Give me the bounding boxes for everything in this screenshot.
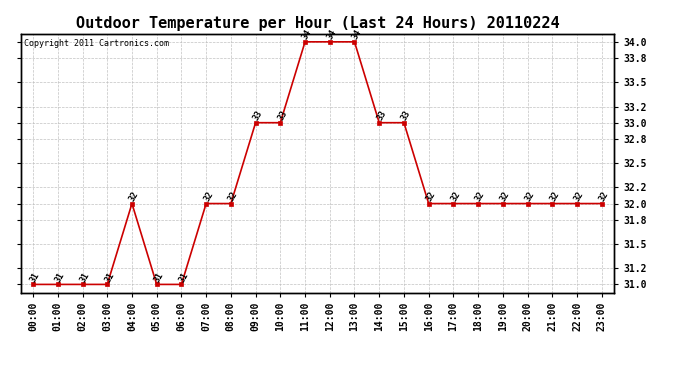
- Text: Copyright 2011 Cartronics.com: Copyright 2011 Cartronics.com: [23, 39, 168, 48]
- Text: 31: 31: [54, 270, 66, 284]
- Text: 32: 32: [424, 190, 437, 203]
- Text: 31: 31: [152, 270, 166, 284]
- Text: 32: 32: [202, 190, 215, 203]
- Title: Outdoor Temperature per Hour (Last 24 Hours) 20110224: Outdoor Temperature per Hour (Last 24 Ho…: [76, 16, 559, 31]
- Text: 32: 32: [227, 190, 239, 203]
- Text: 34: 34: [301, 28, 314, 41]
- Text: 31: 31: [103, 270, 116, 284]
- Text: 32: 32: [524, 190, 536, 203]
- Text: 32: 32: [548, 190, 561, 203]
- Text: 31: 31: [79, 270, 91, 284]
- Text: 32: 32: [573, 190, 586, 203]
- Text: 34: 34: [351, 28, 363, 41]
- Text: 33: 33: [251, 109, 264, 122]
- Text: 33: 33: [400, 109, 413, 122]
- Text: 34: 34: [326, 28, 338, 41]
- Text: 33: 33: [375, 109, 388, 122]
- Text: 32: 32: [449, 190, 462, 203]
- Text: 32: 32: [474, 190, 486, 203]
- Text: 31: 31: [29, 270, 41, 284]
- Text: 31: 31: [177, 270, 190, 284]
- Text: 32: 32: [598, 190, 611, 203]
- Text: 32: 32: [128, 190, 141, 203]
- Text: 32: 32: [499, 190, 511, 203]
- Text: 33: 33: [276, 109, 289, 122]
